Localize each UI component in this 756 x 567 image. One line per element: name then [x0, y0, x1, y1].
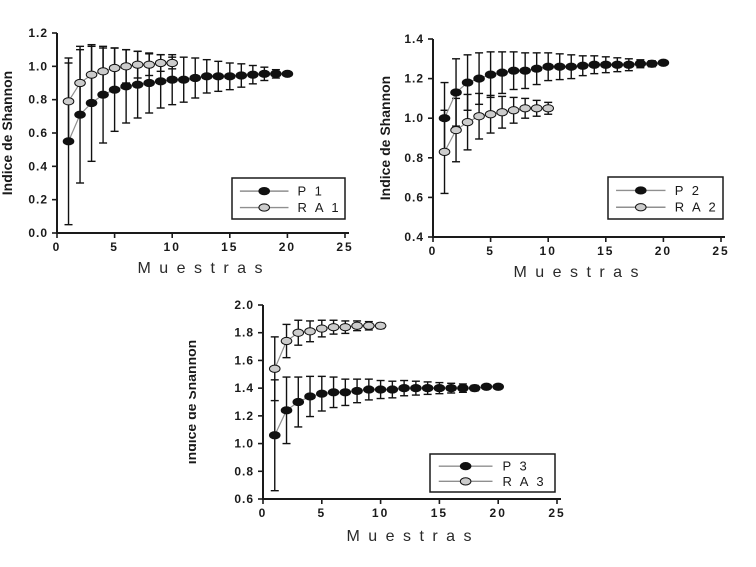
legend: P 2 R A 2: [607, 176, 724, 220]
y-tick-label: 1.6: [234, 353, 254, 367]
legend-marker-p-icon: [459, 462, 472, 471]
legend: P 1R A 1: [231, 177, 346, 220]
y-axis-title: Indice de Shannon: [0, 71, 15, 195]
x-tick-label: 15: [221, 240, 238, 254]
y-tick-label: 0.6: [404, 190, 424, 204]
legend-label: P 1: [298, 184, 325, 199]
axes: [262, 305, 561, 500]
legend-label: P 3: [503, 459, 530, 474]
y-tick-label: 0.6: [234, 492, 254, 506]
x-axis-title: M u e s t r a s: [138, 260, 265, 277]
y-axis-title: Indice de Shannon: [378, 76, 393, 200]
x-axis-ticks: 0 5 10 15 20 25: [429, 237, 729, 258]
y-tick-label: 0.8: [234, 464, 254, 478]
legend-marker-p-icon: [634, 186, 647, 195]
x-tick-label: 20: [279, 240, 296, 254]
x-tick-label: 0: [259, 506, 268, 520]
y-tick-label: 0.4: [28, 159, 48, 173]
y-axis-ticks: 0.4 0.6 0.8 1.0 1.2 1.4: [404, 32, 433, 244]
legend-label: P 2: [675, 183, 702, 198]
x-tick-label: 15: [431, 506, 448, 520]
y-tick-label: 0.8: [28, 93, 48, 107]
axes: [432, 39, 725, 238]
x-tick-label: 0: [429, 244, 438, 258]
y-tick-label: 1.2: [28, 26, 48, 40]
y-tick-label: 1.0: [234, 437, 254, 451]
y-tick-label: 2.0: [234, 298, 254, 312]
series-markers-p3: [268, 382, 505, 440]
panel-1-svg: 0.0 0.2 0.4 0.6 0.8 1.0 1.2 0 5 10 15 20 25 Indice de…: [0, 26, 353, 277]
legend-marker-ra-icon: [459, 477, 472, 486]
y-tick-label: 0.4: [404, 230, 424, 244]
x-tick-label: 5: [317, 506, 326, 520]
x-tick-label: 25: [712, 244, 729, 258]
x-tick-label: 10: [164, 240, 181, 254]
series-markers-ra1: [62, 58, 178, 106]
y-tick-label: 1.2: [404, 72, 424, 86]
x-tick-label: 5: [486, 244, 495, 258]
x-tick-label: 20: [490, 506, 507, 520]
x-tick-label: 5: [110, 240, 119, 254]
x-axis-title: M u e s t r a s: [514, 264, 641, 278]
legend-label: R A 1: [298, 200, 342, 215]
y-tick-label: 1.2: [234, 409, 254, 423]
y-axis-ticks: 0.6 0.8 1.0 1.2 1.4 1.6 1.8 2.0: [234, 298, 263, 506]
legend-marker-ra-icon: [258, 203, 271, 212]
legend-marker-p-icon: [258, 187, 271, 196]
y-tick-label: 1.4: [404, 32, 424, 46]
x-tick-label: 25: [548, 506, 565, 520]
x-axis-ticks: 0 5 10 15 20 25: [53, 233, 353, 254]
panel-2-svg: 0.4 0.6 0.8 1.0 1.2 1.4 0 5 10 15 20 25 Indice de Sh…: [378, 32, 729, 278]
y-axis-ticks: 0.0 0.2 0.4 0.6 0.8 1.0 1.2: [28, 26, 57, 240]
legend-marker-ra-icon: [634, 203, 647, 212]
series-line-ra3: [274, 325, 381, 369]
y-tick-label: 0.6: [28, 126, 48, 140]
x-tick-label: 10: [540, 244, 557, 258]
chart-panel-p1-ra1: 0.0 0.2 0.4 0.6 0.8 1.0 1.2 0 5 10 15 20 25 Indice de…: [0, 0, 372, 278]
y-tick-label: 1.4: [234, 381, 254, 395]
y-tick-label: 1.0: [28, 59, 48, 73]
y-tick-label: 0.0: [28, 226, 48, 240]
x-axis-ticks: 0 5 10 15 20 25: [259, 499, 565, 520]
panel-3-svg: 0.6 0.8 1.0 1.2 1.4 1.6 1.8 2.0 0 5 10 15 20 25 Indice…: [189, 298, 565, 545]
y-tick-label: 1.8: [234, 326, 254, 340]
chart-panel-p3-ra3: 0.6 0.8 1.0 1.2 1.4 1.6 1.8 2.0 0 5 10 15 20 25 Indice…: [189, 283, 569, 565]
chart-panel-p2-ra2: 0.4 0.6 0.8 1.0 1.2 1.4 0 5 10 15 20 25 Indice de Sh…: [378, 0, 750, 278]
series-markers-ra3: [268, 321, 387, 373]
y-axis-title: Indice de Shannon: [189, 340, 199, 464]
x-tick-label: 0: [53, 240, 62, 254]
series-markers-p1: [62, 69, 294, 146]
y-tick-label: 0.8: [404, 151, 424, 165]
x-tick-label: 10: [372, 506, 389, 520]
legend: P 3R A 3: [429, 453, 556, 493]
series-line-ra1: [68, 62, 173, 102]
x-axis-title: M u e s t r a s: [347, 528, 474, 545]
legend-label: R A 3: [503, 474, 547, 489]
series-markers-ra2: [438, 104, 554, 156]
x-tick-label: 25: [336, 240, 353, 254]
x-tick-label: 15: [597, 244, 614, 258]
series-markers-p2: [438, 58, 670, 123]
legend-label: R A 2: [675, 200, 719, 215]
y-tick-label: 0.2: [28, 193, 48, 207]
x-tick-label: 20: [655, 244, 672, 258]
y-tick-label: 1.0: [404, 111, 424, 125]
